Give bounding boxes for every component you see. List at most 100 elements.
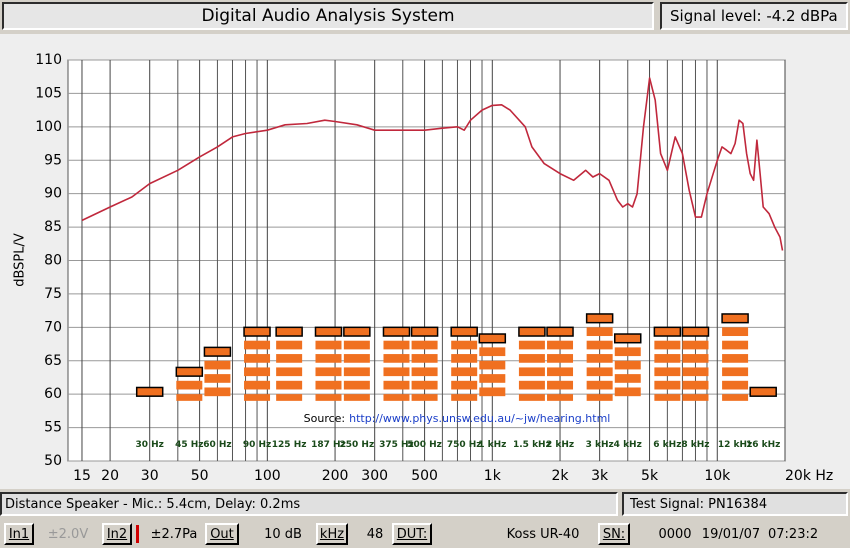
bar-segment xyxy=(518,354,545,363)
bar-label: 12 kHz xyxy=(718,440,752,450)
bar-segment xyxy=(315,394,342,401)
y-tick-label: 55 xyxy=(44,420,62,436)
y-tick-label: 100 xyxy=(35,119,62,135)
bar-segment xyxy=(450,326,478,337)
x-tick-label: 2k xyxy=(552,468,570,484)
bar-segment xyxy=(383,380,410,390)
bar-segment xyxy=(411,394,438,401)
bar-segment xyxy=(654,354,681,363)
bar-segment xyxy=(654,394,681,401)
y-tick-label: 110 xyxy=(35,52,62,68)
bar-segment xyxy=(451,340,478,350)
bar-segment xyxy=(547,380,574,390)
bar-segment xyxy=(411,380,438,390)
bar-segment xyxy=(614,387,641,397)
bar-segment xyxy=(479,387,506,397)
bar-segment xyxy=(722,367,749,377)
bar-label: 4 kHz xyxy=(614,440,642,450)
bar-segment xyxy=(518,394,545,401)
bar-segment xyxy=(244,340,271,350)
bar-segment xyxy=(276,367,303,377)
bar-segment xyxy=(614,333,642,344)
bar-label: 90 Hz xyxy=(243,440,271,450)
y-tick-label: 60 xyxy=(44,386,62,402)
response-curve xyxy=(81,77,784,251)
bar-segment xyxy=(722,394,749,401)
dut-button[interactable]: DUT: xyxy=(392,523,432,545)
x-tick-label: 5k xyxy=(641,468,659,484)
x-tick-label: 200 xyxy=(322,468,349,484)
bar-label: 60 Hz xyxy=(203,440,231,450)
x-tick-label: 3k xyxy=(591,468,609,484)
bar-segment xyxy=(343,354,370,363)
bar-segment xyxy=(722,340,749,350)
y-tick-label: 50 xyxy=(44,453,62,469)
status-text: Distance Speaker - Mic.: 5.4cm, Delay: 0… xyxy=(0,492,618,516)
in1-button[interactable]: In1 xyxy=(4,523,34,545)
serial-number: 0000 xyxy=(658,526,692,542)
bar-segment xyxy=(451,367,478,377)
time: 07:23:2 xyxy=(768,526,819,542)
bar-label: 2 kHz xyxy=(546,440,574,450)
threshold-bar xyxy=(135,386,164,397)
threshold-bar xyxy=(314,326,343,401)
threshold-bar xyxy=(749,386,777,397)
bar-label: 16 kHz xyxy=(746,440,780,450)
bar-segment xyxy=(315,367,342,377)
bar-segment xyxy=(343,326,371,337)
bar-segment xyxy=(654,340,681,350)
bar-label: 750 Hz xyxy=(447,440,482,450)
in2-button[interactable]: In2 xyxy=(102,523,132,545)
bar-segment xyxy=(722,354,749,363)
threshold-bar xyxy=(546,326,574,401)
bar-segment xyxy=(721,313,749,324)
bar-segment xyxy=(343,367,370,377)
bar-segment xyxy=(383,354,410,363)
dut-name: Koss UR-40 xyxy=(506,526,580,542)
bar-segment xyxy=(654,367,681,377)
bar-segment xyxy=(547,394,574,401)
threshold-bar xyxy=(478,333,507,397)
y-axis-label: dBSPL/V xyxy=(13,233,28,287)
bar-segment xyxy=(314,326,343,337)
bar-segment xyxy=(276,340,303,350)
chart: dBSPL/V 50 55 60 65 70 75 80 85 90 95 100 105 110 15 2… xyxy=(0,34,850,489)
sn-button[interactable]: SN: xyxy=(598,523,630,545)
bar-label: 187 Hz xyxy=(311,440,346,450)
signal-level: Signal level: -4.2 dBPa xyxy=(660,2,848,30)
bar-segment xyxy=(614,360,641,370)
x-tick-label: 10k xyxy=(704,468,731,484)
bar-label: 45 Hz xyxy=(175,440,203,450)
bar-segment xyxy=(343,394,370,401)
bar-label: 375 Hz xyxy=(379,440,414,450)
sample-rate: 48 xyxy=(366,526,384,542)
bar-segment xyxy=(276,394,303,401)
bar-segment xyxy=(315,340,342,350)
bar-segment xyxy=(586,327,613,337)
bar-segment xyxy=(586,354,613,363)
bar-segment xyxy=(243,326,271,337)
out-button[interactable]: Out xyxy=(205,523,239,545)
bar-label: 500 Hz xyxy=(407,440,442,450)
x-tick-label: 500 xyxy=(411,468,438,484)
y-tick-label: 105 xyxy=(35,85,62,101)
bar-label: 125 Hz xyxy=(272,440,307,450)
bar-segment xyxy=(343,340,370,350)
bar-segment xyxy=(547,367,574,377)
y-tick-label: 65 xyxy=(44,353,62,369)
in1-range: ±2.0V xyxy=(47,526,89,542)
bar-segment xyxy=(586,380,613,390)
bar-segment xyxy=(244,367,271,377)
khz-button[interactable]: kHz xyxy=(316,523,348,545)
threshold-bar xyxy=(175,366,204,401)
bar-segment xyxy=(518,340,545,350)
threshold-bar xyxy=(275,326,303,401)
y-tick-label: 85 xyxy=(44,219,62,235)
bar-segment xyxy=(203,346,232,357)
bar-segment xyxy=(382,326,411,337)
scale-label: 10 dB xyxy=(264,526,302,542)
bar-segment xyxy=(586,340,613,350)
in2-range: ±2.7Pa xyxy=(150,526,198,542)
bar-segment xyxy=(681,326,710,337)
threshold-bar xyxy=(518,326,546,401)
